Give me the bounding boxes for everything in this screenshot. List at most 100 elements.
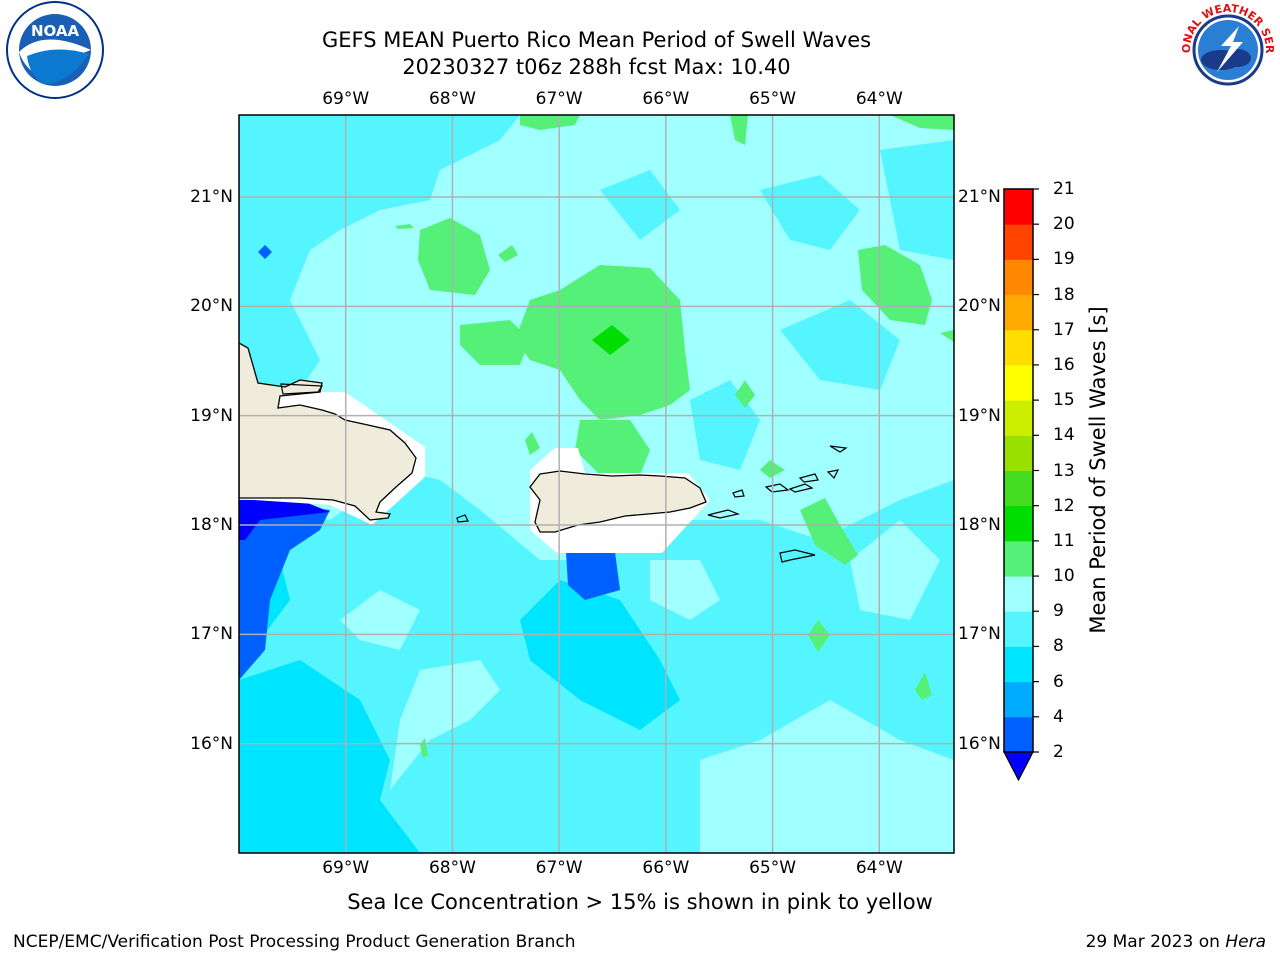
island: [732, 489, 745, 498]
colorbar-segment: [1004, 646, 1033, 683]
colorbar-tick-label: 15: [1053, 390, 1075, 411]
colorbar-segment: [1004, 540, 1033, 577]
island: [788, 483, 814, 493]
contour-fill-8-9: [650, 560, 720, 620]
noaa-logo-text: NOAA: [31, 22, 80, 40]
contour-fill-9-10: [915, 672, 932, 700]
lon-label-bottom: 66°W: [642, 858, 690, 878]
colorbar-tick-label: 10: [1053, 566, 1075, 587]
lat-label-right: 17°N: [958, 624, 1001, 645]
colorbar-segment: [1004, 224, 1033, 260]
contour-fill-2-4: [566, 552, 620, 600]
colorbar-tick-label: 2: [1053, 742, 1064, 762]
contour-fill-9-10: [735, 380, 755, 408]
lon-label-top: 68°W: [428, 89, 476, 109]
colorbar-segment: [1004, 329, 1033, 366]
colorbar-segment: [1004, 435, 1033, 471]
footer-date: 29 Mar 2023 on Hera: [1086, 932, 1266, 952]
colorbar-segment: [1004, 400, 1033, 436]
colorbar-segment: [1004, 470, 1033, 507]
colorbar-tick-label: 14: [1053, 425, 1075, 446]
colorbar-tick-label: 8: [1053, 636, 1064, 657]
contour-fill-lt2: [239, 500, 330, 540]
lon-label-bottom: 69°W: [322, 858, 370, 878]
sea-ice-note: Sea Ice Concentration > 15% is shown in …: [347, 890, 933, 914]
colorbar-tick-label: 9: [1053, 601, 1064, 622]
lon-label-top: 64°W: [855, 89, 903, 109]
island: [280, 383, 324, 395]
lat-label-left: 21°N: [190, 187, 233, 207]
lat-label-right: 19°N: [958, 405, 1001, 426]
contour-fill-10-11: [592, 325, 630, 355]
footer-credit: NCEP/EMC/Verification Post Processing Pr…: [13, 932, 576, 952]
lon-label-bottom: 68°W: [428, 858, 476, 878]
gridlines: [239, 115, 954, 853]
colorbar-segment: [1004, 259, 1033, 296]
colorbar-tick-label: 13: [1053, 460, 1075, 481]
contour-fill-4-6: [520, 580, 680, 730]
colorbar-segment: [1004, 505, 1033, 542]
colorbar-segment: [1004, 611, 1033, 647]
lat-label-left: 16°N: [190, 733, 233, 754]
colorbar-tick-label: 19: [1053, 249, 1075, 270]
lat-label-right: 16°N: [958, 733, 1001, 754]
contour-fill-9-10: [940, 330, 954, 342]
colorbar-tick-label: 21: [1053, 179, 1075, 199]
footer-host: Hera: [1225, 932, 1266, 952]
colorbar-tick-label: 6: [1053, 671, 1064, 692]
contour-fill-9-10: [498, 245, 518, 262]
colorbar-segment: [1004, 364, 1033, 401]
colorbar-label: Mean Period of Swell Waves [s]: [1086, 306, 1110, 634]
island: [798, 473, 819, 483]
island: [826, 469, 840, 480]
footer-date-text: 29 Mar 2023 on: [1085, 932, 1226, 952]
colorbar-tick-label: 16: [1053, 354, 1075, 375]
contour-fill-6-8: [780, 300, 900, 390]
contour-fill-6-8: [600, 170, 680, 240]
colorbar-extend-arrow: [1003, 751, 1034, 782]
contour-fill-9-10: [800, 498, 858, 565]
contour-fill-9-10: [520, 115, 580, 130]
island: [829, 445, 848, 453]
contour-fill-9-10: [890, 115, 954, 130]
island: [456, 514, 469, 523]
contour-fill-6-8: [880, 140, 954, 260]
hispaniola-land: [239, 342, 417, 521]
colorbar-segment: [1004, 294, 1033, 331]
colorbar-tick-label: 18: [1053, 284, 1075, 305]
contour-fill-9-10: [460, 320, 530, 365]
colorbar-segment: [1004, 189, 1033, 225]
contour-fill-8-9: [700, 700, 954, 853]
lon-label-bottom: 67°W: [535, 858, 583, 878]
colorbar-tick-label: 17: [1053, 319, 1075, 340]
contour-fill-6-8: [239, 115, 520, 395]
lat-label-right: 21°N: [958, 187, 1001, 207]
lat-label-left: 19°N: [190, 405, 233, 426]
colorbar-tick-label: 20: [1053, 214, 1075, 235]
nws-logo: NATIONAL WEATHER SERVICE: [1177, 0, 1276, 98]
lat-label-left: 18°N: [190, 515, 233, 535]
lon-label-top: 69°W: [322, 89, 370, 109]
lat-label-left: 20°N: [190, 296, 233, 317]
lon-label-top: 67°W: [535, 89, 583, 109]
island: [779, 549, 816, 563]
island: [764, 483, 790, 493]
lon-label-bottom: 65°W: [749, 858, 797, 878]
lon-label-top: 66°W: [642, 89, 690, 109]
contour-fill-9-10: [730, 115, 748, 145]
colorbar-segment: [1004, 681, 1033, 718]
colorbar-tick-label: 11: [1053, 530, 1075, 551]
contour-fill-9-10: [395, 224, 414, 229]
lon-label-bottom: 64°W: [855, 858, 903, 878]
lat-label-right: 18°N: [958, 515, 1001, 535]
lon-label-top: 65°W: [749, 89, 797, 109]
lat-label-right: 20°N: [958, 296, 1001, 317]
contour-fill-4-6: [239, 660, 420, 853]
map-frame: [238, 114, 955, 854]
colorbar-tick-label: 12: [1053, 495, 1075, 516]
chart-title: GEFS MEAN Puerto Rico Mean Period of Swe…: [321, 28, 872, 52]
noaa-logo: NOAA: [6, 1, 104, 99]
contour-fill-9-10: [575, 420, 650, 475]
chart-subtitle: 20230327 t06z 288h fcst Max: 10.40: [402, 55, 791, 79]
